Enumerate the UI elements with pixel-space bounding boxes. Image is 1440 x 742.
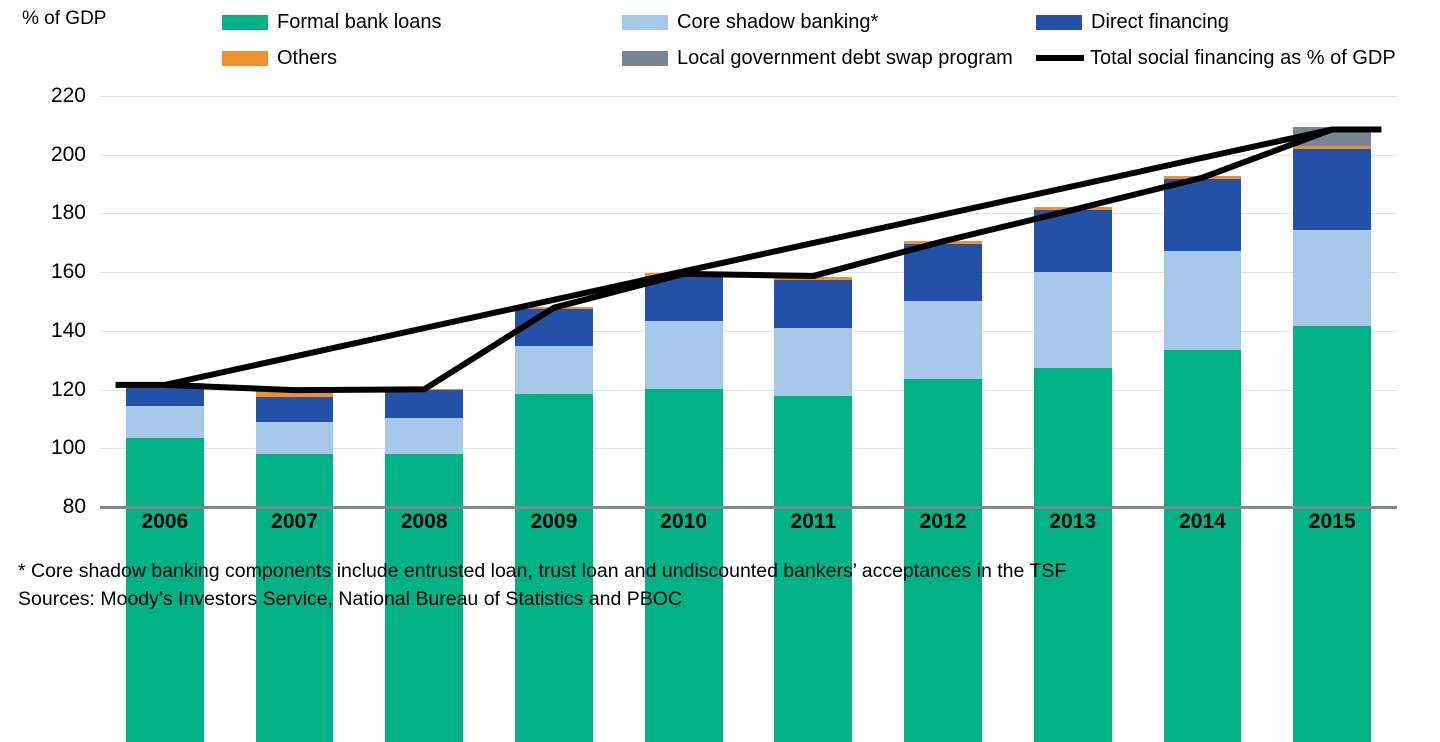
legend-swatch-direct-financing	[1036, 14, 1082, 30]
legend-item-others: Others	[222, 48, 337, 68]
y-axis-tick-label: 120	[50, 377, 86, 401]
legend-label-total-social-financing: Total social financing as % of GDP	[1090, 47, 1396, 69]
y-axis-tick-label: 180	[50, 201, 86, 225]
legend-label-formal-bank-loans: Formal bank loans	[277, 11, 442, 33]
footnote-core-shadow-banking: * Core shadow banking components include…	[18, 560, 1067, 582]
x-axis-tick-label: 2015	[1308, 510, 1356, 533]
bar-segment	[125, 406, 204, 438]
legend-label-local-government-debt-swap: Local government debt swap program	[677, 47, 1013, 69]
x-axis-tick-label: 2009	[530, 510, 578, 533]
x-axis-tick-label: 2007	[271, 510, 318, 533]
legend-item-formal-bank-loans: Formal bank loans	[222, 12, 442, 32]
legend-swatch-others	[222, 50, 268, 66]
gridline	[100, 96, 1397, 97]
y-axis-tick-label: 140	[50, 318, 86, 342]
bar-segment	[255, 390, 334, 397]
y-axis-tick-label: 80	[62, 495, 86, 518]
x-axis-tick-label: 2011	[790, 510, 837, 533]
bar-segment	[255, 421, 334, 455]
y-axis-tick-label: 200	[50, 142, 86, 166]
x-axis-tick-label: 2014	[1179, 510, 1226, 533]
y-axis-tick-label: 220	[50, 84, 86, 107]
x-axis-tick-label: 2013	[1049, 510, 1097, 533]
legend-label-direct-financing: Direct financing	[1091, 11, 1229, 33]
bar-segment	[255, 396, 334, 422]
chart-footer: * Core shadow banking components include…	[18, 558, 1418, 613]
x-axis-tick-label: 2008	[400, 510, 448, 533]
legend-item-direct-financing: Direct financing	[1036, 12, 1229, 32]
x-axis-tick-label: 2006	[141, 510, 189, 533]
bar-segment	[385, 390, 464, 418]
legend-line-total-social-financing	[1036, 55, 1084, 61]
footnote-sources: Sources: Moody’s Investors Service, Nati…	[18, 587, 683, 610]
bar-segment	[385, 417, 464, 455]
x-axis-tick-label: 2010	[660, 510, 707, 533]
legend-item-core-shadow-banking: Core shadow banking*	[622, 12, 878, 32]
chart-x-axis-baseline	[100, 506, 1397, 509]
y-axis-tick-label: 160	[50, 260, 86, 284]
legend-swatch-core-shadow-banking	[622, 14, 668, 30]
chart-x-axis-ticks: 2006 2007 2008 2009 2010 2011 2012 2013 2014 2015	[100, 96, 1397, 533]
x-axis-tick-label: 2012	[919, 510, 967, 533]
chart-plot-area: 80 100 120 140 160 180 200 220 2006 2007 2008 2009…	[51, 84, 1397, 742]
y-axis-unit-label: % of GDP	[22, 8, 107, 29]
y-axis-tick-label: 100	[50, 436, 86, 460]
legend-item-total-social-financing: Total social financing as % of GDP	[1036, 48, 1396, 68]
legend-swatch-formal-bank-loans	[222, 14, 268, 30]
gridline	[100, 448, 1397, 450]
legend-item-local-government-debt-swap: Local government debt swap program	[622, 48, 1013, 68]
chart-legend: % of GDP Formal bank loans Core shadow b…	[0, 0, 1440, 82]
legend-label-others: Others	[277, 47, 338, 69]
chart-y-axis-ticks: 80 100 120 140 160 180 200 220	[51, 84, 1397, 518]
legend-swatch-local-government-debt-swap	[622, 50, 668, 66]
chart-plot-wrapper: 80 100 120 140 160 180 200 220 2006 2007 2008 2009…	[0, 82, 1440, 742]
legend-label-core-shadow-banking: Core shadow banking*	[677, 11, 879, 33]
